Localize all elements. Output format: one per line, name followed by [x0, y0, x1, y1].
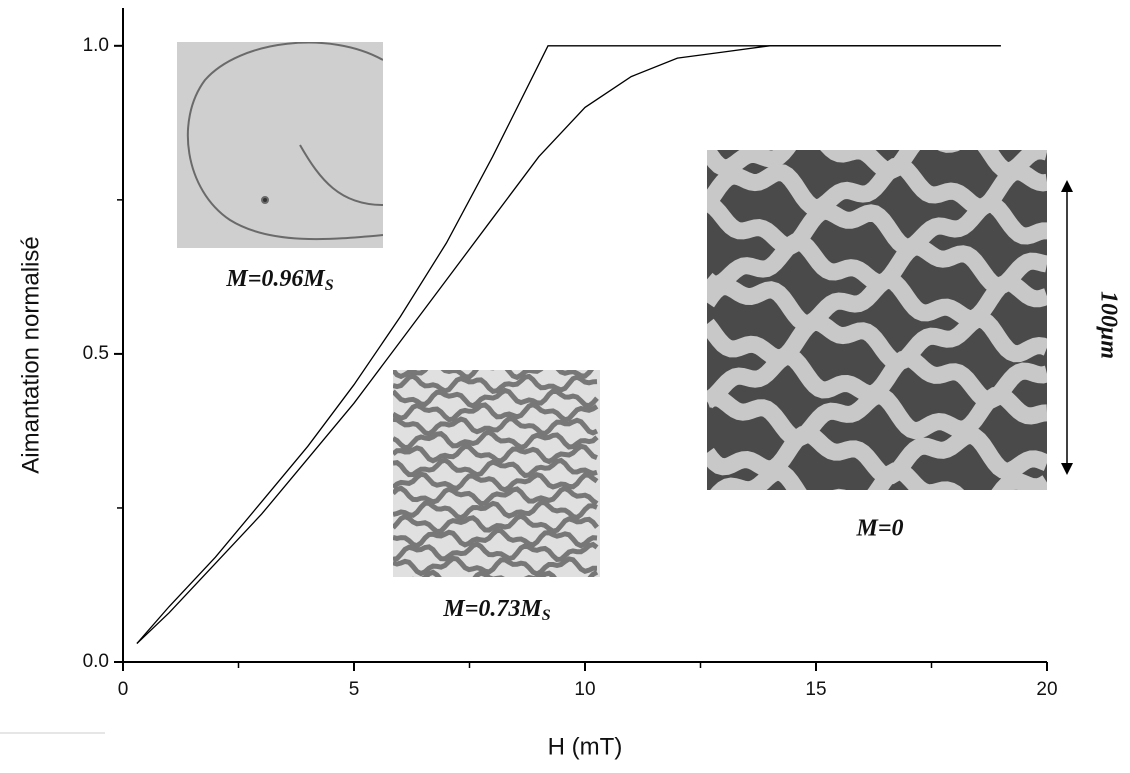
x-tick-label: 20	[1036, 679, 1057, 700]
texture	[393, 370, 595, 381]
annotation: M=0.96MS	[225, 266, 333, 294]
annotation: M=0.73MS	[442, 596, 550, 624]
texture	[393, 373, 598, 395]
x-tick-label: 15	[805, 679, 826, 700]
texture	[393, 401, 599, 423]
texture	[707, 310, 1047, 371]
texture	[707, 150, 1047, 180]
scale-label: 100μm	[1095, 291, 1121, 359]
x-tick-label: 0	[118, 679, 129, 700]
texture	[707, 386, 1047, 447]
texture	[707, 425, 1047, 486]
texture	[393, 471, 599, 493]
texture	[707, 90, 1047, 134]
texture	[393, 415, 599, 437]
texture	[393, 443, 598, 465]
x-tick-label: 10	[574, 679, 595, 700]
texture	[393, 348, 597, 363]
texture	[393, 485, 599, 507]
y-axis-label: Aimantation normalisé	[17, 236, 44, 473]
y-tick-label: 0.5	[83, 343, 109, 364]
texture	[393, 429, 599, 451]
insets	[0, 42, 1073, 734]
texture	[707, 271, 1047, 333]
annotation: M=0	[855, 516, 903, 542]
x-tick-label: 5	[349, 679, 360, 700]
y-tick-label: 1.0	[83, 35, 109, 56]
texture	[393, 499, 598, 521]
data-line	[136, 45, 1001, 644]
texture	[393, 541, 599, 562]
x-axis-label: H (mT)	[548, 733, 623, 760]
texture	[393, 513, 599, 535]
data-line	[136, 45, 1001, 644]
y-tick-label: 0.0	[83, 651, 109, 672]
texture	[710, 462, 1047, 490]
texture	[411, 569, 599, 577]
inset-image	[177, 42, 383, 248]
texture	[707, 195, 1047, 256]
texture	[393, 387, 599, 409]
texture	[393, 555, 597, 577]
texture	[393, 527, 598, 549]
texture	[393, 457, 598, 479]
